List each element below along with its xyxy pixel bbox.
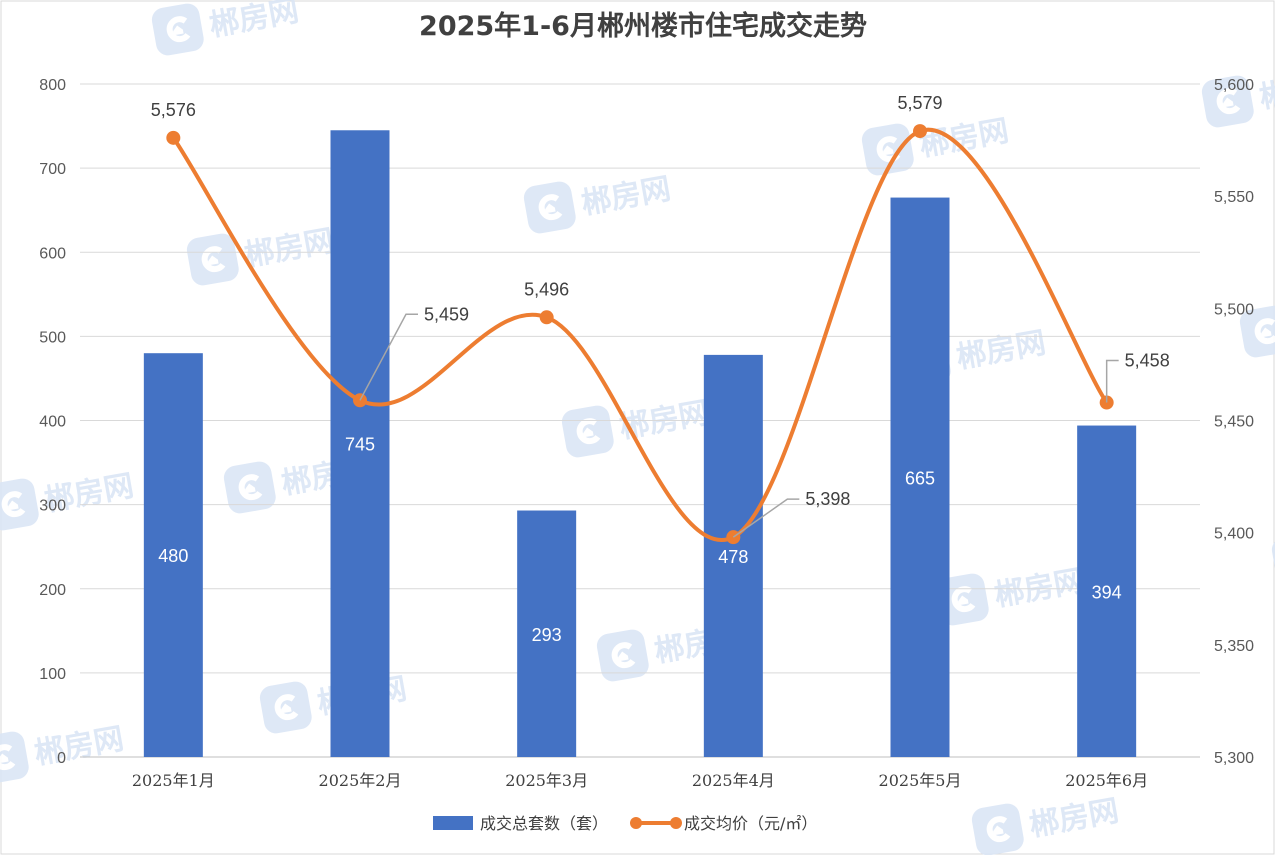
line-value-label: 5,398 — [805, 489, 850, 509]
y-right-tick-label: 5,600 — [1214, 77, 1254, 94]
y-right-tick-label: 5,300 — [1214, 750, 1254, 767]
y-left-tick-label: 200 — [39, 582, 66, 599]
legend-line-marker — [670, 817, 682, 829]
bar — [143, 353, 203, 757]
line-value-label: 5,459 — [424, 304, 469, 324]
watermark-logo-icon — [258, 680, 314, 736]
y-right-tick-label: 5,550 — [1214, 189, 1254, 206]
bar-series — [143, 130, 1137, 758]
x-tick-label: 2025年3月 — [505, 771, 588, 790]
bar-value-label: 745 — [345, 435, 375, 455]
leader-line — [359, 313, 418, 401]
bar-value-label: 293 — [532, 625, 562, 645]
data-labels: 480 745 293 478 665 394 5,576 5,459 5,496 5,398 5,… — [151, 93, 1170, 645]
bar — [703, 354, 763, 757]
y-right-tick-label: 5,400 — [1214, 526, 1254, 543]
bar — [890, 197, 950, 758]
x-tick-label: 2025年5月 — [879, 771, 962, 790]
bar — [330, 130, 390, 758]
y-right-tick-label: 5,500 — [1214, 301, 1254, 318]
y-left-tick-label: 0 — [57, 750, 66, 767]
line-value-label: 5,496 — [524, 279, 569, 299]
legend: 成交总套数（套） 成交均价（元/㎡） — [433, 814, 817, 833]
y-left-tick-label: 600 — [39, 245, 66, 262]
line-value-label: 5,458 — [1125, 351, 1170, 371]
leader-line — [1105, 359, 1119, 403]
legend-line-label: 成交均价（元/㎡） — [684, 814, 817, 833]
gridlines — [80, 83, 1200, 758]
y-left-tick-label: 500 — [39, 329, 66, 346]
watermark-logo-icon — [522, 180, 578, 236]
watermark-logo-icon — [150, 2, 206, 58]
bar — [1077, 425, 1137, 757]
bar — [517, 510, 577, 757]
y-left-tick-label: 100 — [39, 666, 66, 683]
y-right-tick-label: 5,350 — [1214, 638, 1254, 655]
line-value-label: 5,576 — [151, 100, 196, 120]
axes: 0 100 200 300 400 500 600 700 800 5,300 5,350 5,400… — [39, 77, 1254, 790]
bar-value-label: 665 — [905, 468, 935, 488]
watermark-logo-icon — [970, 802, 1026, 855]
watermark-logo-icon — [595, 628, 651, 684]
x-tick-label: 2025年1月 — [132, 771, 215, 790]
y-right-tick-label: 5,450 — [1214, 414, 1254, 431]
legend-bar-label: 成交总套数（套） — [480, 814, 608, 833]
y-left-tick-label: 400 — [39, 414, 66, 431]
watermark-logo-icon — [560, 404, 616, 460]
x-tick-label: 2025年6月 — [1065, 771, 1148, 790]
line-point — [166, 130, 181, 145]
watermark-logo-icon — [222, 460, 278, 516]
bar-value-label: 478 — [718, 547, 748, 567]
legend-line-marker — [630, 817, 642, 829]
bar-value-label: 480 — [158, 546, 188, 566]
y-left-tick-label: 700 — [39, 161, 66, 178]
x-tick-label: 2025年4月 — [692, 771, 775, 790]
line-value-label: 5,579 — [897, 93, 942, 113]
series-line — [171, 127, 1109, 542]
line-point — [539, 310, 554, 325]
y-left-tick-label: 300 — [39, 498, 66, 515]
legend-bar-swatch — [433, 816, 473, 830]
line-point — [913, 124, 927, 139]
leader-line — [732, 498, 800, 538]
x-tick-label: 2025年2月 — [319, 771, 402, 790]
y-left-tick-label: 800 — [39, 77, 66, 94]
chart-title: 2025年1-6月郴州楼市住宅成交走势 — [419, 10, 867, 42]
bar-value-label: 394 — [1092, 582, 1122, 602]
line-series — [166, 124, 1114, 545]
